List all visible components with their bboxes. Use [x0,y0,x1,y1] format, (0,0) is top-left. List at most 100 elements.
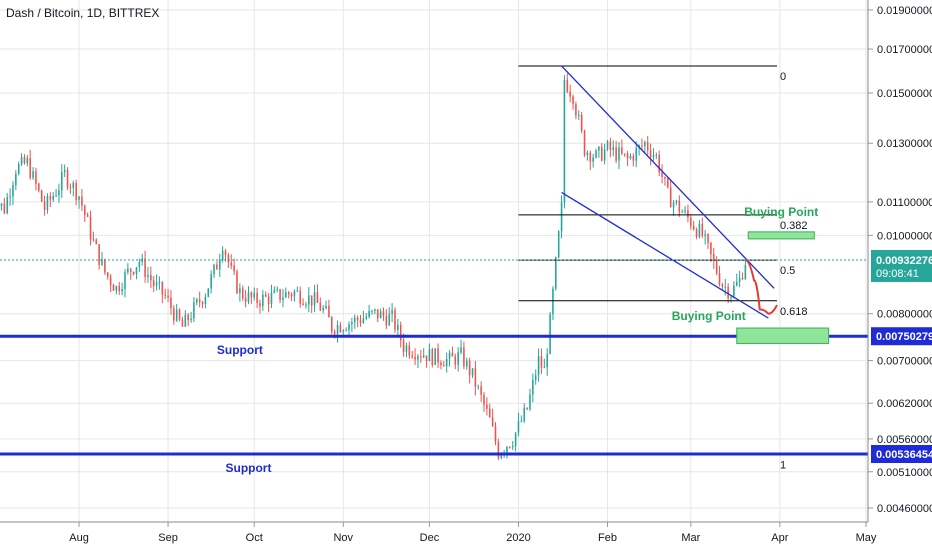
candle-body [35,171,37,184]
support-label: Support [217,343,263,357]
x-tick-label: Feb [598,532,617,544]
candle-body [575,104,577,116]
current-price-value: 0.00932276 [876,255,932,267]
candle-body [698,223,701,237]
candle-body [244,298,247,302]
candle-body [583,130,586,156]
candle-body [256,292,258,304]
candle-body [718,273,721,285]
candle-body [253,292,256,298]
candle-body [190,318,192,321]
candle-body [155,282,158,286]
candle-body [681,211,683,213]
candle-body [273,290,276,293]
candle-body [89,216,92,240]
candle-body [141,258,144,262]
candle-body [356,317,359,321]
candle-body [710,242,712,255]
candle-body [471,368,474,376]
candle-body [644,142,646,146]
candle-body [213,264,215,275]
candle-body [707,234,709,243]
candle-body [646,142,649,151]
candle-body [569,91,571,97]
x-tick-label: Dec [420,532,440,544]
candle-body [425,355,428,362]
candle-body [414,356,416,360]
candle-body [167,295,169,298]
candle-body [589,152,592,162]
candle-body [440,362,442,366]
candle-body [359,320,362,323]
x-tick-label: Mar [681,532,700,544]
candle-body [20,157,23,164]
projected-path [745,259,778,315]
candle-body [299,290,301,304]
candle-body [124,272,126,290]
candle-body [598,146,600,151]
candle-body [150,274,152,281]
candle-body [210,274,212,289]
candle-body [566,79,569,92]
candle-body [658,154,660,173]
candle-body [345,330,347,332]
candle-body [532,379,534,395]
candle-body [55,195,57,197]
y-tick-label: 0.01300000 [877,138,932,150]
candle-body [26,157,29,164]
candle-body [175,309,178,321]
candle-body [78,196,80,201]
fib-level-label: 1 [780,459,786,471]
candle-body [196,299,198,303]
candle-body [649,150,652,158]
x-tick-label: Oct [246,532,263,544]
candle-body [138,261,141,268]
candle-body [46,196,49,210]
buying-point-label: Buying Point [672,309,746,323]
candle-body [115,286,118,291]
candle-body [52,195,54,200]
candle-body [669,187,672,208]
fib-level-label: 0.382 [780,220,808,232]
candle-body [83,205,86,215]
candle-body [132,271,135,274]
candle-body [279,289,281,300]
wedge-trendline [561,65,775,289]
candle-body [623,153,626,155]
candle-body [181,319,184,327]
candle-body [391,310,393,314]
candle-body [537,356,540,376]
candle-body [695,229,698,237]
candle-body [701,223,704,236]
candle-body [270,292,273,305]
candle-body [741,277,744,279]
candle-body [572,96,574,105]
candle-body [158,281,161,283]
x-tick-label: Nov [333,532,353,544]
candle-body [529,394,531,410]
candle-body [374,309,376,311]
candle-body [738,277,741,282]
candle-body [715,260,718,274]
candle-body [201,302,204,305]
candle-body [460,347,462,353]
candle-body [526,407,528,410]
candle-body [230,262,233,266]
candle-body [351,322,353,325]
candle-body [690,217,692,227]
candle-body [313,292,316,306]
x-tick-label: Aug [69,532,89,544]
candle-body [517,420,520,433]
candle-body [38,183,40,191]
candle-body [546,353,548,368]
candle-body [712,254,715,261]
support-price-value: 0.00750279 [876,331,932,343]
candle-body [239,288,241,294]
candle-body [127,268,129,273]
candle-body [276,289,279,291]
candle-body [411,355,413,357]
candle-body [388,313,391,326]
y-tick-label: 0.00700000 [877,356,932,368]
